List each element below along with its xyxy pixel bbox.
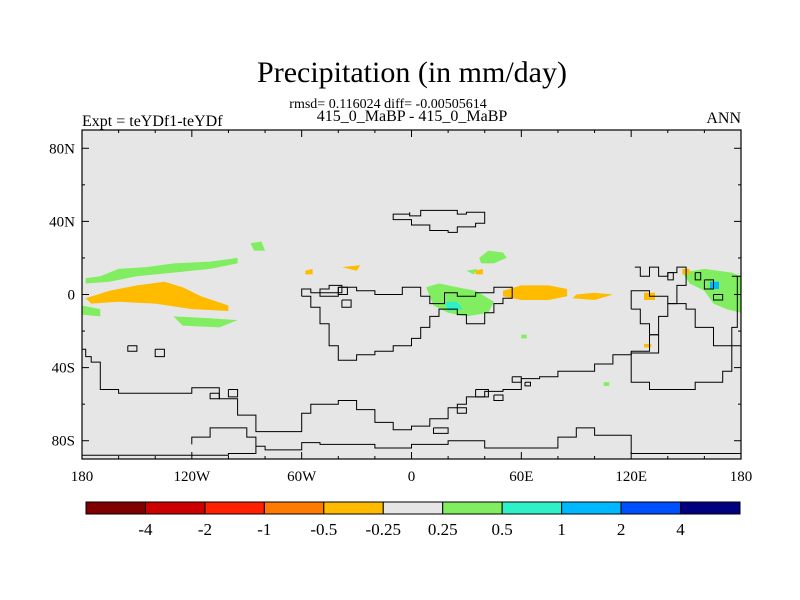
coastline-1 xyxy=(82,266,687,433)
colorbar-label-0: -4 xyxy=(138,520,153,539)
anomaly-region-20 xyxy=(603,382,610,386)
colorbar-label-3: -0.5 xyxy=(310,520,337,539)
coastline-15 xyxy=(433,427,449,434)
coastline-3 xyxy=(255,427,741,454)
coastline-5 xyxy=(630,290,733,390)
coastline-2 xyxy=(82,427,257,456)
coastline-18 xyxy=(667,272,674,281)
colorbar-label-7: 1 xyxy=(557,520,566,539)
y-tick-label-2: 0 xyxy=(68,288,76,304)
stats-line: rmsd= 0.116024 diff= -0.00505614 xyxy=(289,97,486,112)
colorbar: -4 -2 -1 -0.5 -0.25 0.25 0.5 1 2 4 xyxy=(85,501,741,539)
anomaly-region-0 xyxy=(85,281,229,311)
anomaly-region-18 xyxy=(644,343,652,348)
colorbar-box-10 xyxy=(680,501,741,515)
anomaly-region-7 xyxy=(479,250,507,264)
coastline-16 xyxy=(456,407,467,414)
anomaly-region-8 xyxy=(466,268,478,275)
coastline-9 xyxy=(209,392,220,400)
colorbar-label-1: -2 xyxy=(198,520,212,539)
x-tick-label-4: 60E xyxy=(509,469,533,485)
coastline-21 xyxy=(713,294,724,301)
coastline-17 xyxy=(524,381,531,387)
x-tick-label-5: 120E xyxy=(615,469,647,485)
colorbar-label-2: -1 xyxy=(257,520,271,539)
anomaly-region-3 xyxy=(173,316,238,328)
anomaly-region-15 xyxy=(305,268,313,275)
experiment-label: Expt = teYDf1-teYDf xyxy=(82,113,223,130)
coastline-19 xyxy=(694,272,702,281)
coastline-7 xyxy=(154,348,165,358)
anomaly-region-16 xyxy=(475,268,483,275)
colorbar-label-8: 2 xyxy=(617,520,626,539)
anomaly-region-12 xyxy=(709,281,719,289)
anomaly-region-10 xyxy=(572,292,613,300)
coastline-13 xyxy=(493,394,504,401)
coastline-14 xyxy=(511,376,522,383)
y-tick-label-0: 80N xyxy=(49,141,75,157)
x-tick-label-2: 60W xyxy=(287,469,317,485)
colorbar-box-9 xyxy=(620,501,682,515)
coastline-0 xyxy=(392,209,486,233)
chart-title: Precipitation (in mm/day) xyxy=(257,56,567,89)
colorbar-box-3 xyxy=(263,501,325,515)
coastlines xyxy=(82,209,741,456)
season-label: ANN xyxy=(706,110,741,127)
chart-subtitle: 415_0_MaBP - 415_0_MaBP xyxy=(317,108,508,125)
colorbar-box-1 xyxy=(144,501,206,515)
y-tick-label-4: 80S xyxy=(52,434,75,450)
map-axes: 180 120W 60W 0 60E 120E 180 80N 40N 0 40S 80S xyxy=(49,130,752,485)
anomaly-region-4 xyxy=(250,241,266,251)
coastline-12 xyxy=(475,389,489,398)
x-tick-label-6: 180 xyxy=(730,469,753,485)
colorbar-box-2 xyxy=(204,501,265,515)
x-tick-label-1: 120W xyxy=(173,469,211,485)
anomaly-region-9 xyxy=(503,285,568,300)
coastline-6 xyxy=(127,345,138,352)
colorbar-label-9: 4 xyxy=(676,520,685,539)
anomaly-fills xyxy=(82,241,741,386)
colorbar-box-8 xyxy=(561,501,622,515)
anomaly-region-2 xyxy=(82,305,101,317)
colorbar-label-6: 0.5 xyxy=(492,520,513,539)
coastline-8 xyxy=(227,389,239,398)
y-tick-label-1: 40N xyxy=(49,214,75,230)
colorbar-box-6 xyxy=(442,501,503,515)
anomaly-region-5 xyxy=(426,283,494,317)
anomaly-region-1 xyxy=(85,257,238,284)
colorbar-label-4: -0.25 xyxy=(366,520,401,539)
colorbar-box-4 xyxy=(323,501,384,515)
colorbar-box-7 xyxy=(501,501,563,515)
x-tick-label-3: 0 xyxy=(408,469,416,485)
coastline-20 xyxy=(703,279,714,290)
coastline-22 xyxy=(731,275,741,347)
coastline-10 xyxy=(337,286,348,295)
anomaly-region-14 xyxy=(341,265,361,271)
colorbar-box-0 xyxy=(85,501,146,515)
x-tick-label-0: 180 xyxy=(71,469,94,485)
y-tick-label-3: 40S xyxy=(52,361,75,377)
anomaly-region-19 xyxy=(521,334,527,339)
coastline-11 xyxy=(341,299,352,308)
colorbar-label-5: 0.25 xyxy=(428,520,458,539)
colorbar-box-5 xyxy=(382,501,444,515)
